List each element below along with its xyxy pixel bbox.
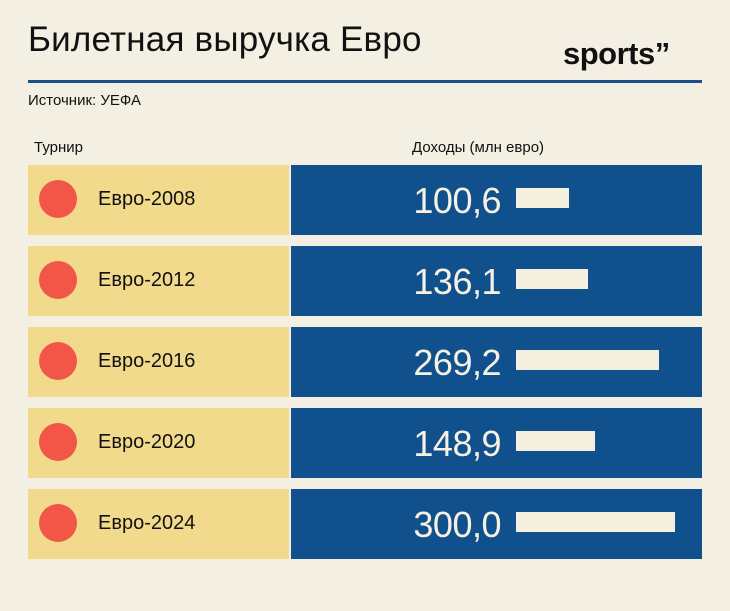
revenue-cell: 148,9 xyxy=(291,408,702,478)
revenue-cell: 269,2 xyxy=(291,327,702,397)
bar-row: Евро-2024 300,0 xyxy=(28,489,702,559)
category-label: Евро-2024 xyxy=(98,512,196,534)
red-dot-icon xyxy=(39,423,77,461)
revenue-bar xyxy=(516,188,569,208)
tournament-cell: Евро-2008 xyxy=(28,165,289,235)
red-dot-icon xyxy=(39,261,77,299)
category-label: Евро-2008 xyxy=(98,188,196,210)
revenue-cell: 100,6 xyxy=(291,165,702,235)
data-label: 300,0 xyxy=(413,504,501,545)
tournament-cell: Евро-2020 xyxy=(28,408,289,478)
source-note: Источник: УЕФА xyxy=(28,92,141,109)
revenue-bar xyxy=(516,512,675,532)
data-label: 148,9 xyxy=(413,423,501,464)
category-label: Евро-2012 xyxy=(98,269,196,291)
red-dot-icon xyxy=(39,180,77,218)
red-dot-icon xyxy=(39,342,77,380)
revenue-bar xyxy=(516,431,595,451)
tournament-cell: Евро-2024 xyxy=(28,489,289,559)
revenue-cell: 300,0 xyxy=(291,489,702,559)
sports-logo: sports” xyxy=(563,36,670,72)
data-label: 100,6 xyxy=(413,180,501,221)
data-label: 136,1 xyxy=(413,261,501,302)
bar-row: Евро-2020 148,9 xyxy=(28,408,702,478)
chart-title: Билетная выручка Евро xyxy=(28,20,422,59)
bar-row: Евро-2008 100,6 xyxy=(28,165,702,235)
data-label: 269,2 xyxy=(413,342,501,383)
revenue-bar xyxy=(516,350,659,370)
tournament-cell: Евро-2016 xyxy=(28,327,289,397)
tournament-cell: Евро-2012 xyxy=(28,246,289,316)
category-label: Евро-2020 xyxy=(98,431,196,453)
category-label: Евро-2016 xyxy=(98,350,196,372)
title-divider xyxy=(28,80,702,83)
revenue-bar xyxy=(516,269,588,289)
column-header-tournament: Турнир xyxy=(34,139,83,156)
bar-row: Евро-2016 269,2 xyxy=(28,327,702,397)
logo-text: sports” xyxy=(563,36,670,71)
column-header-revenue: Доходы (млн евро) xyxy=(412,139,545,156)
bar-row: Евро-2012 136,1 xyxy=(28,246,702,316)
revenue-cell: 136,1 xyxy=(291,246,702,316)
red-dot-icon xyxy=(39,504,77,542)
